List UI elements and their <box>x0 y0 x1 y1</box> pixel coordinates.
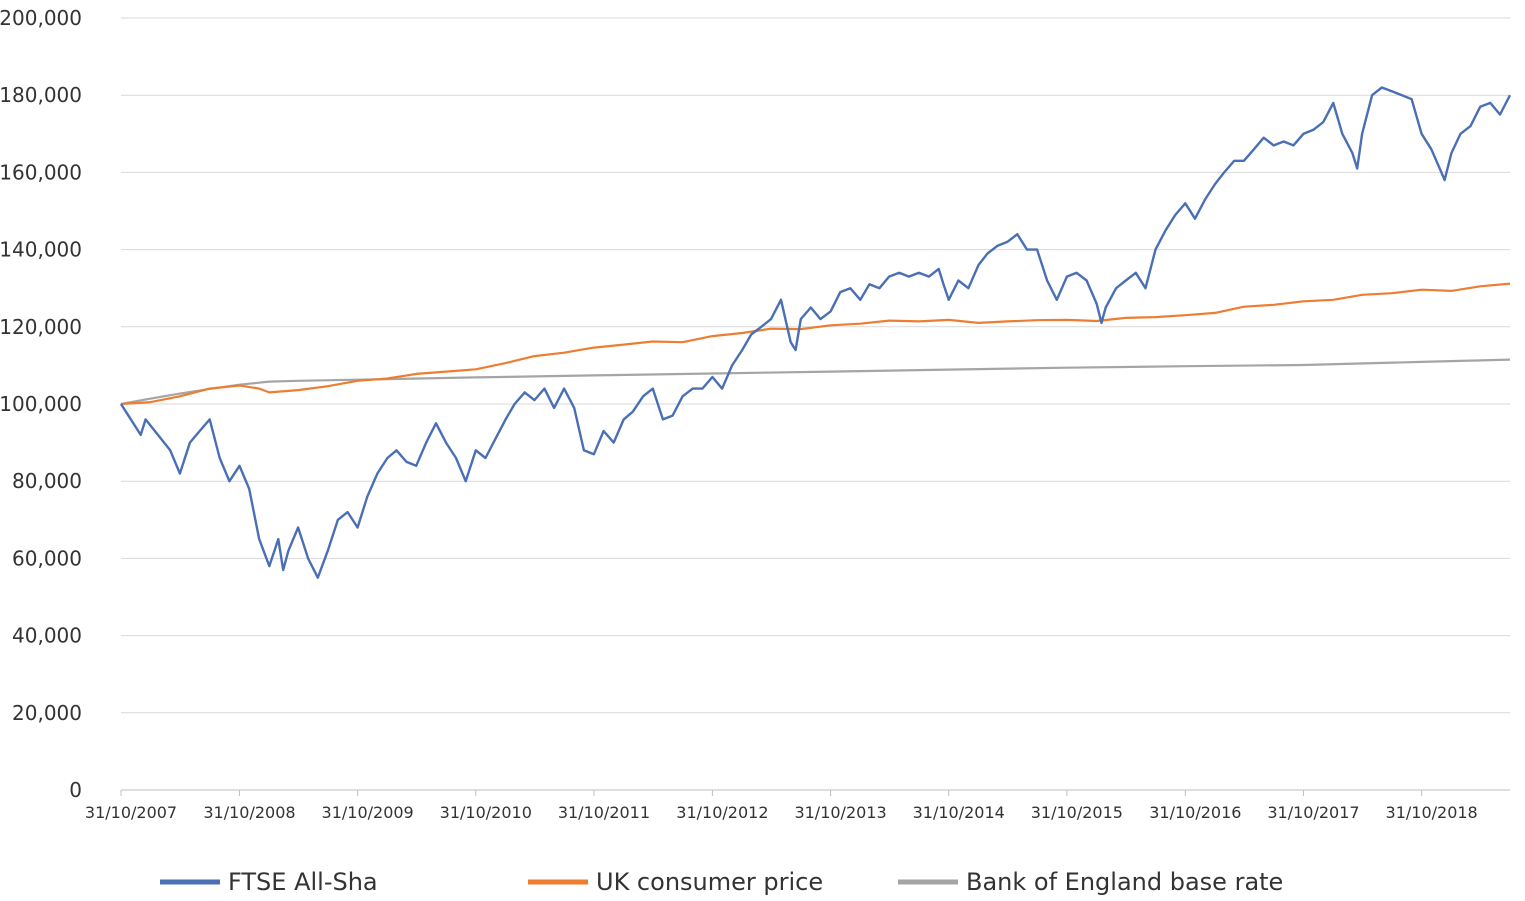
x-tick-label: 31/10/2009 <box>322 803 414 822</box>
legend-label: UK consumer price <box>596 868 823 896</box>
x-tick-label: 31/10/2012 <box>676 803 768 822</box>
y-tick-label: 80,000 <box>12 469 82 493</box>
x-tick-label: 31/10/2013 <box>794 803 886 822</box>
series-lines <box>119 86 1512 579</box>
x-tick-label: 31/10/2007 <box>85 803 177 822</box>
x-tick-label: 31/10/2017 <box>1267 803 1359 822</box>
x-tick-label: 31/10/2016 <box>1149 803 1241 822</box>
x-tick-label: 31/10/2010 <box>440 803 532 822</box>
x-tick-label: 31/10/2018 <box>1386 803 1478 822</box>
y-tick-label: 200,000 <box>0 6 82 30</box>
legend-item-ftse-all-sha: FTSE All-Sha <box>160 868 378 896</box>
series-line-ftse-all-sha <box>119 86 1512 579</box>
x-tick-label: 31/10/2008 <box>203 803 295 822</box>
y-tick-label: 20,000 <box>12 701 82 725</box>
x-tick-label: 31/10/2014 <box>913 803 1005 822</box>
series-line-bank-of-england-base-rate <box>120 358 1511 406</box>
y-tick-label: 120,000 <box>0 315 82 339</box>
y-tick-label: 180,000 <box>0 83 82 107</box>
y-axis-tick-labels: 0 20,000 40,000 60,000 80,000 100,000 120,000 1… <box>0 6 82 802</box>
legend-label: FTSE All-Sha <box>228 868 378 896</box>
x-axis-tick-labels: 31/10/2007 31/10/2008 31/10/2009 31/10/2010… <box>85 803 1478 822</box>
legend-item-uk-consumer-price: UK consumer price <box>528 868 823 896</box>
y-tick-label: 160,000 <box>0 160 82 184</box>
x-tick-label: 31/10/2011 <box>558 803 650 822</box>
legend-label: Bank of England base rate <box>966 868 1283 896</box>
series-line-uk-consumer-price <box>120 282 1511 406</box>
legend-item-bank-of-england-base-rate: Bank of England base rate <box>898 868 1283 896</box>
legend: FTSE All-Sha UK consumer price Bank of Eng… <box>160 868 1283 896</box>
y-tick-label: 100,000 <box>0 392 82 416</box>
y-tick-label: 60,000 <box>12 546 82 570</box>
x-tick-label: 31/10/2015 <box>1031 803 1123 822</box>
y-tick-label: 40,000 <box>12 624 82 648</box>
y-tick-label: 140,000 <box>0 238 82 262</box>
y-tick-label: 0 <box>69 778 82 802</box>
